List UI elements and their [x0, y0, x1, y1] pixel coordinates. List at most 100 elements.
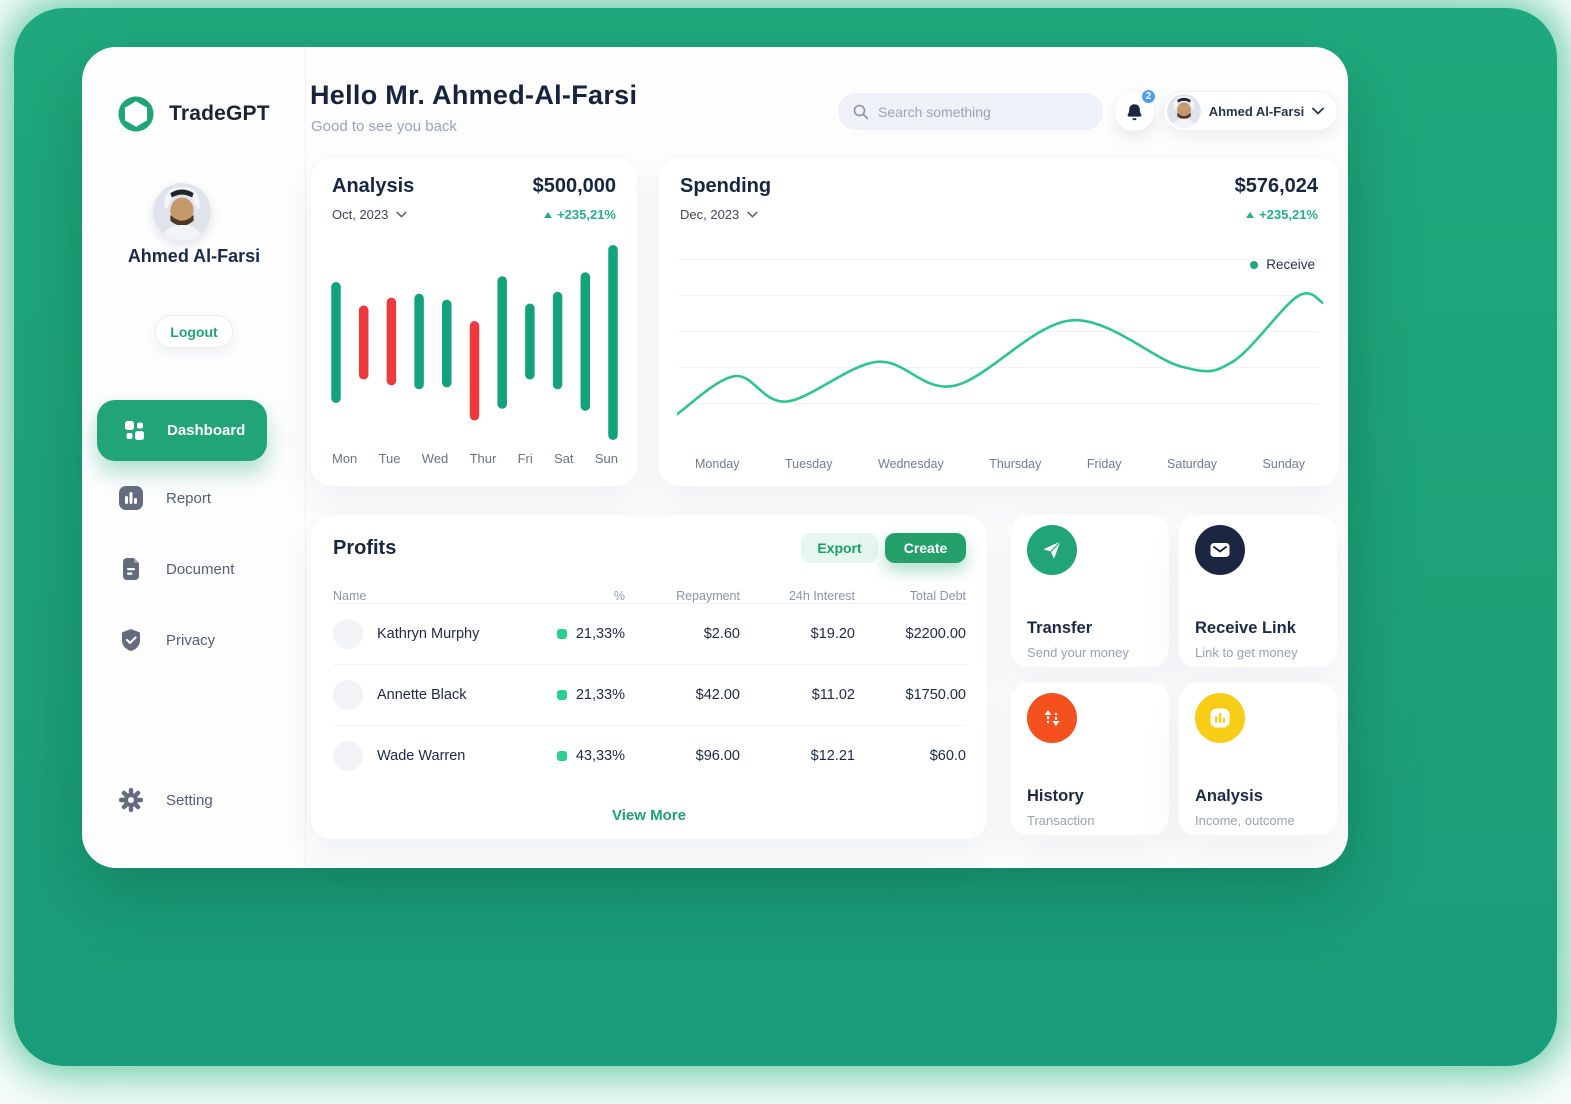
analysis-action-title: Analysis [1195, 787, 1263, 805]
sidebar-item-label: Dashboard [167, 422, 246, 439]
analysis-action-subtitle: Income, outcome [1195, 813, 1295, 828]
history-card[interactable]: History Transaction [1010, 682, 1170, 836]
sidebar-user-avatar [153, 183, 211, 241]
receive-link-subtitle: Link to get money [1195, 645, 1298, 660]
column-header: % [613, 589, 625, 603]
row-avatar [333, 619, 363, 649]
sidebar-item-document[interactable]: Document [118, 556, 234, 582]
view-more-link[interactable]: View More [612, 807, 686, 824]
page-title: Hello Mr. Ahmed-Al-Farsi [310, 80, 638, 110]
column-header: Repayment [676, 589, 740, 603]
axis-label: Wednesday [877, 457, 944, 471]
axis-label: Saturday [1167, 457, 1218, 471]
gridline [679, 259, 1319, 260]
sidebar-item-privacy[interactable]: Privacy [118, 627, 215, 653]
debt-value: $2200.00 [905, 626, 966, 642]
repayment-value: $96.00 [695, 748, 740, 764]
legend-receive: Receive [1250, 257, 1315, 272]
analysis-period-dropdown[interactable]: Oct, 2023 [332, 207, 407, 222]
analysis-title: Analysis [332, 175, 415, 197]
analysis-action-card[interactable]: Analysis Income, outcome [1178, 682, 1338, 836]
status-dot-icon [556, 629, 567, 639]
legend-label: Receive [1266, 257, 1315, 272]
name-cell: Annette Black [333, 680, 529, 710]
sidebar-item-report[interactable]: Report [118, 485, 211, 511]
user-menu[interactable]: Ahmed Al-Farsi [1163, 91, 1338, 131]
axis-label: Friday [1086, 457, 1122, 471]
sidebar-item-setting[interactable]: Setting [118, 787, 213, 813]
percent-cell: 21,33% [529, 626, 625, 642]
triangle-up-icon [1246, 211, 1255, 218]
brand-logo-row: TradeGPT [113, 91, 270, 137]
notifications-button[interactable]: 2 [1115, 88, 1157, 131]
interest-value: $11.02 [811, 687, 855, 703]
spending-period-value: Dec, 2023 [680, 207, 740, 222]
triangle-up-icon [544, 211, 553, 218]
document-icon [123, 558, 139, 580]
sidebar-item-label: Document [166, 560, 235, 578]
analysis-change-value: +235,21% [557, 207, 616, 222]
axis-label: Monday [695, 457, 740, 471]
user-avatar [1167, 94, 1201, 128]
axis-label: Wed [421, 451, 449, 466]
receive-link-card[interactable]: Receive Link Link to get money [1178, 514, 1338, 668]
sidebar-item-label: Report [166, 489, 212, 507]
sidebar-item-dashboard[interactable]: Dashboard [97, 400, 267, 461]
page-subtitle: Good to see you back [311, 118, 457, 135]
repayment-value: $42.00 [695, 687, 740, 703]
create-button[interactable]: Create [885, 533, 966, 563]
percent-value: 21,33% [575, 626, 625, 642]
spending-change-value: +235,21% [1259, 207, 1318, 222]
analysis-x-axis: Mon Tue Wed Thur Fri Sat Sun [322, 451, 628, 466]
table-row[interactable]: Annette Black 21,33% $42.00 $11.02 $1750… [333, 664, 966, 725]
search-icon [853, 104, 869, 119]
gear-icon [119, 788, 143, 812]
axis-label: Thursday [989, 457, 1042, 471]
chevron-down-icon [1312, 107, 1324, 115]
column-header: 24h Interest [788, 589, 855, 603]
spending-amount: $576,024 [1234, 175, 1318, 197]
profits-card: Profits Export Create Name % Repayment 2… [310, 514, 988, 840]
logout-button[interactable]: Logout [155, 315, 233, 348]
axis-label: Mon [332, 451, 358, 466]
spending-title: Spending [680, 175, 772, 197]
row-avatar [333, 680, 363, 710]
sidebar-user-name: Ahmed Al-Farsi [127, 246, 261, 266]
transfer-icon-circle [1027, 525, 1077, 575]
axis-label: Sunday [1262, 457, 1305, 471]
percent-cell: 43,33% [529, 748, 625, 764]
grid-icon [125, 421, 144, 440]
notification-badge: 2 [1140, 88, 1157, 105]
mini-bars-icon [1210, 708, 1230, 728]
spending-card: Spending $576,024 Dec, 2023 +235,21% Rec… [658, 156, 1340, 487]
export-button[interactable]: Export [801, 533, 878, 563]
search-input[interactable] [878, 103, 1078, 120]
envelope-icon [1210, 543, 1230, 557]
receive-link-icon-circle [1195, 525, 1245, 575]
bell-icon [1127, 103, 1142, 120]
analysis-change: +235,21% [544, 207, 616, 222]
axis-label: Sun [594, 451, 618, 466]
transfer-card[interactable]: Transfer Send your money [1010, 514, 1170, 668]
table-row[interactable]: Kathryn Murphy 21,33% $2.60 $19.20 $2200… [333, 603, 966, 664]
history-subtitle: Transaction [1027, 813, 1095, 828]
customer-name: Kathryn Murphy [377, 626, 480, 642]
column-header: Total Debt [909, 589, 966, 603]
debt-value: $1750.00 [905, 687, 966, 703]
gridline [679, 367, 1319, 368]
repayment-value: $2.60 [703, 626, 740, 642]
legend-dot-icon [1250, 260, 1259, 269]
spending-period-dropdown[interactable]: Dec, 2023 [680, 207, 758, 222]
analysis-icon-circle [1195, 693, 1245, 743]
receive-link-title: Receive Link [1195, 619, 1296, 637]
spending-x-axis: Monday Tuesday Wednesday Thursday Friday… [677, 457, 1323, 471]
history-icon-circle [1027, 693, 1077, 743]
transfer-subtitle: Send your money [1027, 645, 1129, 660]
avatar-illustration [153, 183, 211, 241]
analysis-amount: $500,000 [532, 175, 616, 197]
analysis-bar-chart [322, 245, 628, 445]
analysis-period-value: Oct, 2023 [332, 207, 389, 222]
status-dot-icon [556, 690, 567, 700]
search-bar [838, 93, 1103, 130]
table-row[interactable]: Wade Warren 43,33% $96.00 $12.21 $60.0 [333, 725, 966, 786]
